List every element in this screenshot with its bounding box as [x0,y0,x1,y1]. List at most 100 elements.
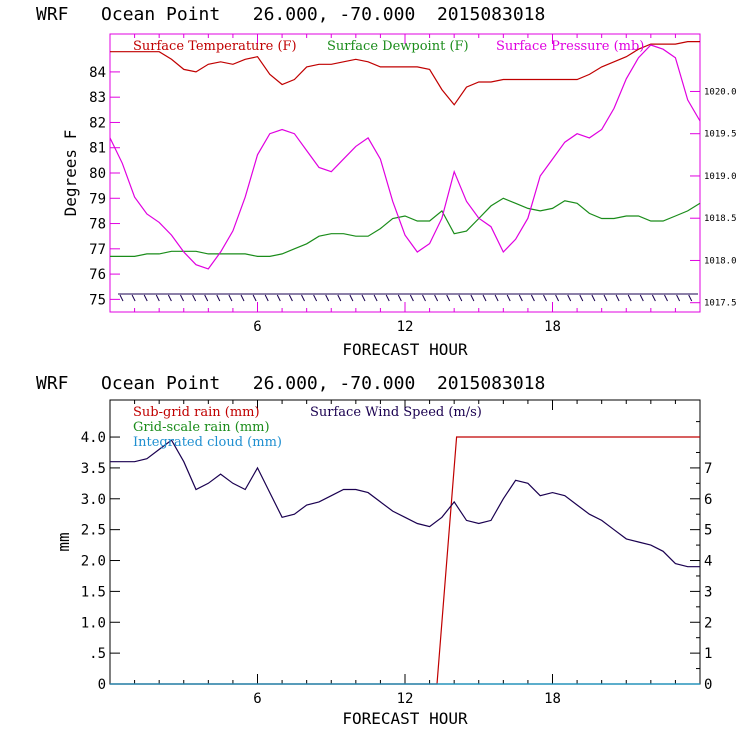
y-tick-label: 81 [89,141,106,157]
y-tick-label: 2.0 [81,554,106,570]
wind-barb [494,294,499,302]
right-y-tick-label: 1018.5 [704,214,737,224]
wind-barb [288,294,293,302]
top-x-axis-label: FORECAST HOUR [342,340,468,359]
wind-barb [470,294,475,302]
top-chart-ticks: 6 12 18 75 76 77 78 79 80 81 82 83 84 1017.5 1018.0 101… [89,34,737,335]
right-y-tick-label: 5 [704,523,712,539]
wind-barb [264,294,269,302]
legend-surface-wind-speed: Surface Wind Speed (m/s) [310,405,482,420]
top-chart-title: WRF Ocean Point 26.000, -70.000 20150830… [36,4,545,25]
wind-barb [676,294,681,302]
wind-barb [337,294,342,302]
x-tick-label: 6 [253,691,261,707]
legend-integrated-cloud: Integrated cloud (mm) [133,435,282,450]
wind-barb [603,294,608,302]
right-y-tick-label: 3 [704,584,712,600]
x-tick-label: 12 [397,691,414,707]
top-chart-lines [109,40,701,270]
wind-barb [639,294,644,302]
wind-barb [434,294,439,302]
y-tick-label: 3.0 [81,492,106,508]
y-tick-label: 77 [89,242,106,258]
wind-barb [627,294,632,302]
bottom-chart-lines [110,436,700,685]
y-tick-label: 78 [89,217,106,233]
y-tick-label: 3.5 [81,461,106,477]
legend-grid-scale-rain: Grid-scale rain (mm) [133,420,270,435]
right-y-tick-label: 2 [704,615,712,631]
wind-barbs [118,293,698,302]
series-line-surface-temperature-f [110,40,700,106]
legend-surface-temperature: Surface Temperature (F) [133,39,297,54]
wind-barb [446,294,451,302]
y-tick-label: 1.0 [81,615,106,631]
wind-barb [276,294,281,302]
wind-barb [119,294,124,302]
right-y-tick-label: 1018.0 [704,256,737,266]
y-tick-label: 80 [89,166,106,182]
top-chart-frame [109,33,701,313]
series-line-sub-grid-rain-mm [110,436,700,685]
legend-surface-pressure: Surface Pressure (mb) [496,39,644,54]
wind-barb [688,294,693,302]
bottom-chart-title: WRF Ocean Point 26.000, -70.000 20150830… [36,373,545,394]
x-tick-label: 6 [253,319,261,335]
y-tick-label: 76 [89,267,106,283]
wind-barb [216,294,221,302]
right-y-tick-label: 1020.0 [704,87,737,97]
legend-sub-grid-rain: Sub-grid rain (mm) [133,405,260,420]
wind-barb [664,294,668,302]
wind-barb [397,294,402,302]
y-tick-label: 4.0 [81,430,106,446]
wind-barb [555,294,560,302]
wind-barb [458,294,463,302]
wind-barb [530,294,535,302]
wind-barb [567,294,572,302]
wind-barb [543,294,547,302]
bottom-y-axis-label: mm [54,532,73,551]
wind-barb [422,294,426,302]
right-y-tick-label: 6 [704,492,712,508]
wind-barb [167,294,172,302]
legend-surface-dewpoint: Surface Dewpoint (F) [327,39,469,54]
wind-barb [301,294,305,302]
wind-barb [349,294,354,302]
top-chart: WRF Ocean Point 26.000, -70.000 20150830… [36,4,737,359]
wind-barb [482,294,487,302]
wind-barb [180,294,184,302]
series-line-surface-wind-speed-m-s [110,439,700,568]
wind-barb [615,294,620,302]
wind-barb [385,294,390,302]
series-line-surface-dewpoint-f [110,197,701,257]
wind-barb [651,294,656,302]
x-tick-label: 12 [397,319,414,335]
right-y-tick-label: 0 [704,677,712,693]
y-tick-label: 84 [89,65,106,81]
wind-barb [228,294,233,302]
y-tick-label: 79 [89,191,106,207]
x-tick-label: 18 [544,691,561,707]
x-tick-label: 18 [544,319,561,335]
series-line-surface-pressure-mb [109,44,701,270]
wind-barb [518,294,523,302]
right-y-tick-label: 1019.5 [704,130,737,140]
wind-barb [591,294,596,302]
bottom-x-axis-label: FORECAST HOUR [342,709,468,728]
bottom-chart: WRF Ocean Point 26.000, -70.000 20150830… [36,373,712,728]
y-tick-label: 0 [98,677,106,693]
wind-barb [361,294,366,302]
wind-barb [506,294,511,302]
y-tick-label: 1.5 [81,584,106,600]
wind-barb [143,294,148,302]
right-y-tick-label: 1017.5 [704,299,737,309]
wind-barb [409,294,414,302]
y-tick-label: 2.5 [81,523,106,539]
top-y-axis-label: Degrees F [61,130,80,217]
wind-barb [131,294,136,302]
wind-barb [155,294,160,302]
wind-barb [252,294,257,302]
y-tick-label: 83 [89,90,106,106]
y-tick-label: .5 [89,646,106,662]
